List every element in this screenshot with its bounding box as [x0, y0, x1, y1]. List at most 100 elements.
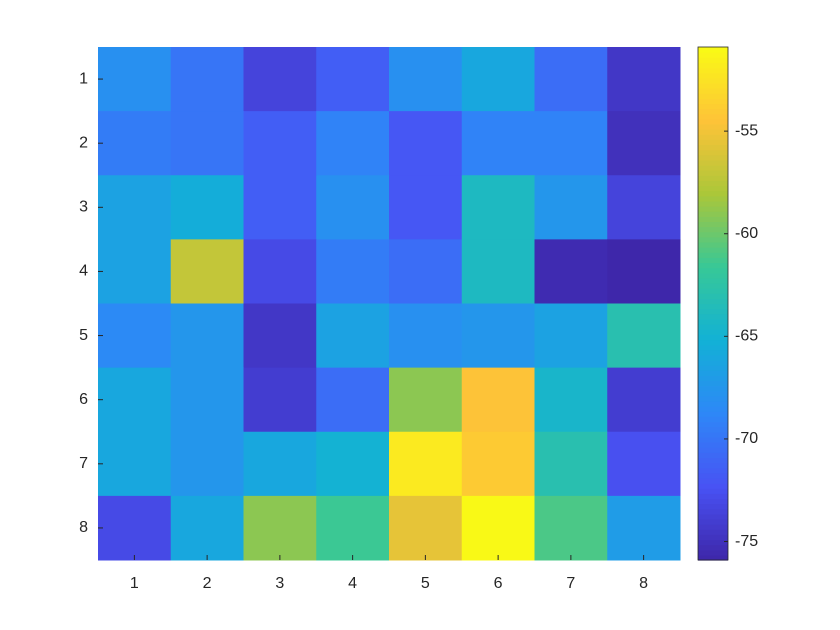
colorbar-step	[698, 129, 728, 135]
colorbar-step	[698, 72, 728, 79]
colorbar-step	[698, 334, 728, 341]
colorbar-step	[698, 421, 728, 428]
y-tick-label: 8	[79, 519, 88, 536]
cell	[243, 303, 317, 369]
colorbar-step	[698, 462, 728, 469]
cell	[170, 239, 244, 304]
y-tick-label: 1	[79, 70, 88, 87]
colorbar-step	[698, 457, 728, 464]
colorbar-step	[698, 318, 728, 325]
colorbar-step	[698, 134, 728, 140]
cell	[461, 367, 535, 433]
colorbar-step	[698, 298, 728, 305]
cell	[243, 431, 317, 497]
cell	[316, 47, 390, 112]
cell	[607, 175, 681, 240]
cell	[461, 303, 535, 369]
colorbar-step	[698, 113, 728, 120]
cell	[170, 47, 244, 112]
cell	[243, 111, 317, 176]
colorbar-step	[698, 349, 728, 356]
colorbar-step	[698, 524, 728, 530]
cell	[534, 47, 608, 112]
colorbar-step	[698, 426, 728, 433]
cell	[98, 431, 172, 497]
cell	[534, 239, 608, 304]
colorbar-step	[698, 375, 728, 382]
cell	[534, 495, 608, 561]
colorbar-frame	[697, 46, 729, 561]
colorbar-step	[698, 329, 728, 335]
cell	[389, 175, 463, 240]
colorbar-step	[698, 483, 728, 489]
cell	[607, 239, 681, 304]
colorbar-step	[698, 554, 728, 561]
cell	[170, 431, 244, 497]
cell	[316, 175, 390, 240]
cell	[389, 495, 463, 561]
colorbar-step	[698, 339, 728, 346]
colorbar-step	[698, 529, 728, 535]
cell	[170, 367, 244, 433]
cell	[243, 367, 317, 433]
colorbar-step	[698, 226, 728, 233]
cell	[389, 303, 463, 369]
y-tick-label: 4	[79, 263, 88, 280]
colorbar-step	[698, 82, 728, 89]
cell	[316, 239, 390, 304]
colorbar-step	[698, 267, 728, 274]
cell	[389, 431, 463, 497]
colorbar-step	[698, 77, 728, 84]
cell	[170, 303, 244, 369]
colorbar-step	[698, 221, 728, 228]
cell	[316, 367, 390, 433]
colorbar-step	[698, 467, 728, 474]
colorbar-step	[698, 123, 728, 130]
colorbar-step	[698, 313, 728, 320]
cell	[316, 431, 390, 497]
colorbar-step	[698, 88, 728, 94]
cell	[607, 47, 681, 112]
colorbar-tick-label: -55	[735, 122, 758, 139]
colorbar-step	[698, 380, 728, 387]
colorbar-tick-label: -70	[735, 430, 758, 447]
colorbar-step	[698, 293, 728, 299]
cell	[98, 239, 172, 304]
colorbar-step	[698, 344, 728, 351]
cell	[243, 239, 317, 304]
cell	[243, 175, 317, 240]
cell	[461, 47, 535, 112]
colorbar-step	[698, 436, 728, 443]
cell	[170, 495, 244, 561]
y-tick-label: 7	[79, 455, 88, 472]
cell	[316, 111, 390, 176]
cell	[607, 367, 681, 433]
cell	[461, 239, 535, 304]
colorbar-step	[698, 149, 728, 156]
colorbar-step	[698, 308, 728, 315]
colorbar-step	[698, 98, 728, 105]
colorbar-step	[698, 252, 728, 258]
cell	[170, 111, 244, 176]
colorbar-step	[698, 190, 728, 197]
x-tick-label: 4	[348, 575, 357, 592]
colorbar-step	[698, 477, 728, 484]
colorbar-step	[698, 488, 728, 494]
colorbar-step	[698, 47, 728, 53]
cell	[534, 367, 608, 433]
colorbar-step	[698, 170, 728, 176]
cell	[389, 111, 463, 176]
colorbar-step	[698, 534, 728, 541]
cell	[534, 303, 608, 369]
colorbar-step	[698, 411, 728, 417]
colorbar-tick-label: -60	[735, 225, 758, 242]
colorbar-step	[698, 118, 728, 125]
cell	[316, 495, 390, 561]
colorbar-step	[698, 447, 728, 453]
x-tick-label: 1	[130, 575, 139, 592]
cell	[316, 303, 390, 369]
cell	[607, 431, 681, 497]
colorbar-step	[698, 236, 728, 243]
x-tick-label: 6	[494, 575, 503, 592]
